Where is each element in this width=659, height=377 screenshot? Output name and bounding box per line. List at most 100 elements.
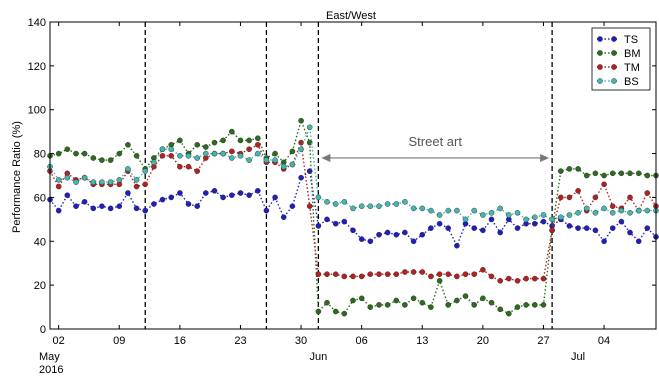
point-TM xyxy=(627,194,633,201)
point-TM xyxy=(514,277,521,284)
point-BM xyxy=(601,172,607,179)
point-BM xyxy=(324,299,330,306)
point-BS xyxy=(194,155,200,161)
y-tick-label: 140 xyxy=(28,17,46,29)
point-BS xyxy=(254,150,261,157)
point-TM xyxy=(419,269,426,275)
point-TS xyxy=(627,229,633,236)
point-TS xyxy=(168,194,174,201)
point-BS xyxy=(445,207,452,214)
point-BS xyxy=(133,177,140,183)
point-BS xyxy=(618,207,625,214)
point-BM xyxy=(194,141,200,148)
point-TM xyxy=(410,269,417,275)
point-BS xyxy=(635,207,642,214)
y-tick-label: 40 xyxy=(34,236,46,248)
point-BM xyxy=(202,144,209,150)
point-TS xyxy=(376,231,382,238)
point-TS xyxy=(202,190,209,196)
point-BS xyxy=(480,212,486,218)
point-TS xyxy=(289,203,296,209)
point-TS xyxy=(151,201,157,207)
point-TS xyxy=(445,225,452,231)
point-TS xyxy=(185,201,192,207)
point-TS xyxy=(81,198,88,205)
point-TM xyxy=(341,273,348,280)
point-TS xyxy=(601,238,607,245)
point-TS xyxy=(220,194,226,201)
point-TS xyxy=(592,227,599,234)
point-TS xyxy=(410,238,417,245)
point-BM xyxy=(523,302,529,308)
point-BS xyxy=(228,155,235,161)
point-BM xyxy=(358,295,365,302)
point-BM xyxy=(64,146,71,152)
x-tick-label: 23 xyxy=(234,335,246,347)
x-tick-label: 20 xyxy=(477,335,489,347)
point-BS xyxy=(523,216,529,223)
point-BM xyxy=(402,302,408,308)
legend-label-TS: TS xyxy=(624,34,638,46)
point-BS xyxy=(644,207,651,214)
series-line-TM xyxy=(49,139,657,282)
event-lines xyxy=(144,22,553,329)
point-BM xyxy=(306,139,313,146)
point-BM xyxy=(419,299,426,306)
point-TM xyxy=(445,271,452,278)
point-TS xyxy=(177,190,183,196)
point-BS xyxy=(575,209,581,216)
point-TS xyxy=(350,227,356,234)
point-BM xyxy=(81,150,88,157)
point-TM xyxy=(575,187,581,194)
point-BM xyxy=(566,166,573,172)
point-BS xyxy=(315,194,322,201)
point-BM xyxy=(99,157,105,163)
y-tick-label: 0 xyxy=(40,324,46,336)
point-BS xyxy=(393,201,400,207)
point-BS xyxy=(177,152,183,159)
point-BS xyxy=(237,152,244,159)
series-line-BS xyxy=(49,127,656,221)
point-BS xyxy=(332,201,339,207)
point-BM xyxy=(272,150,278,157)
point-BS xyxy=(488,209,495,216)
point-TS xyxy=(358,236,365,242)
point-BS xyxy=(306,124,313,131)
point-BS xyxy=(566,212,573,218)
point-BS xyxy=(159,146,166,152)
point-TM xyxy=(133,183,140,190)
point-TS xyxy=(211,187,218,194)
point-BM xyxy=(246,137,252,144)
point-TS xyxy=(393,231,400,238)
point-TM xyxy=(609,203,616,209)
point-BM xyxy=(540,302,547,308)
point-TM xyxy=(480,266,486,273)
point-BM xyxy=(558,168,564,174)
point-TM xyxy=(505,275,512,282)
point-TM xyxy=(177,163,183,170)
point-BS xyxy=(211,150,218,157)
point-BS xyxy=(341,198,348,205)
street-art-label: Street art xyxy=(409,134,463,149)
point-TS xyxy=(488,216,495,223)
point-BM xyxy=(211,139,218,146)
point-BM xyxy=(55,150,62,157)
point-BS xyxy=(601,205,607,212)
point-TS xyxy=(55,207,62,214)
point-TM xyxy=(523,275,529,282)
point-TS xyxy=(454,242,460,249)
point-BM xyxy=(436,277,443,284)
point-BS xyxy=(350,205,356,212)
point-TM xyxy=(306,203,313,209)
y-tick-label: 100 xyxy=(28,105,46,117)
legend-marker-BM xyxy=(611,50,617,56)
point-TM xyxy=(644,190,651,196)
point-TS xyxy=(436,220,443,227)
x-year-label: 2016 xyxy=(39,364,63,376)
point-BM xyxy=(609,170,616,177)
legend-marker-TS xyxy=(597,36,603,42)
point-BS xyxy=(410,205,417,212)
point-BS xyxy=(298,146,304,152)
point-BS xyxy=(107,179,114,185)
point-TM xyxy=(142,181,148,188)
